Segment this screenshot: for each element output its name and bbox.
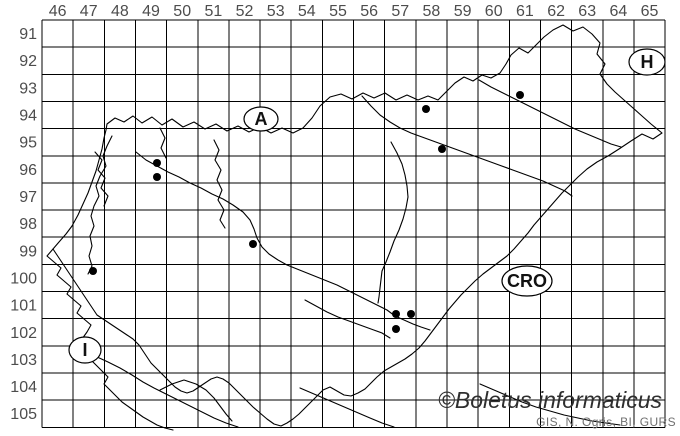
river-savinja bbox=[377, 141, 409, 304]
watermark-text: ©Boletus informaticus bbox=[438, 387, 663, 413]
grid-layer bbox=[41, 19, 666, 428]
x-axis-label: 59 bbox=[454, 3, 472, 20]
y-axis-label: 97 bbox=[19, 189, 37, 206]
y-axis-label: 102 bbox=[10, 325, 37, 342]
occurrence-dot bbox=[438, 145, 446, 153]
y-axis-label: 103 bbox=[10, 352, 37, 369]
country-label: A bbox=[255, 109, 268, 129]
occurrence-dot bbox=[249, 240, 257, 248]
river-soca bbox=[87, 135, 113, 275]
country-label: CRO bbox=[507, 271, 547, 291]
x-axis-label: 65 bbox=[641, 3, 659, 20]
credit-text: GIS, N. Ogris, BI, GURS bbox=[536, 415, 676, 429]
y-axis-label: 93 bbox=[19, 80, 37, 97]
x-axis-label: 58 bbox=[423, 3, 441, 20]
x-axis-label: 49 bbox=[142, 3, 160, 20]
y-axis-label: 98 bbox=[19, 216, 37, 233]
x-axis-label: 51 bbox=[205, 3, 223, 20]
occurrence-dot bbox=[392, 310, 400, 318]
istria-inland-line-2 bbox=[159, 379, 233, 422]
y-axis-label: 105 bbox=[10, 406, 37, 423]
x-axis-label: 63 bbox=[578, 3, 596, 20]
stream-kamnik bbox=[213, 139, 226, 229]
occurrence-dot bbox=[516, 91, 524, 99]
country-ellipse bbox=[243, 106, 279, 132]
istria-coastline bbox=[46, 248, 174, 431]
x-axis-label: 60 bbox=[485, 3, 503, 20]
y-axis-label: 92 bbox=[19, 53, 37, 70]
x-axis-label: 55 bbox=[329, 3, 347, 20]
occurrence-dot bbox=[422, 105, 430, 113]
croatia-line-south bbox=[299, 387, 395, 428]
x-axis-label: 52 bbox=[236, 3, 254, 20]
terrain-lines bbox=[46, 24, 663, 431]
x-axis-label: 47 bbox=[80, 3, 98, 20]
country-ellipse bbox=[628, 48, 666, 76]
y-axis-label: 91 bbox=[19, 26, 37, 43]
y-axis-label: 104 bbox=[10, 379, 37, 396]
x-axis-label: 54 bbox=[298, 3, 316, 20]
y-axis-label: 99 bbox=[19, 243, 37, 260]
x-axis-label: 48 bbox=[111, 3, 129, 20]
occurrence-dot bbox=[89, 267, 97, 275]
y-axis-label: 101 bbox=[10, 298, 37, 315]
x-axis-label: 57 bbox=[391, 3, 409, 20]
country-ellipse bbox=[68, 336, 102, 364]
river-drava bbox=[361, 95, 573, 197]
x-axis-label: 46 bbox=[49, 3, 67, 20]
y-axis-label: 94 bbox=[19, 108, 37, 125]
x-axis-label: 50 bbox=[173, 3, 191, 20]
istria-inland-line-1 bbox=[94, 355, 239, 428]
x-axis-label: 64 bbox=[610, 3, 628, 20]
y-axis-label: 100 bbox=[10, 271, 37, 288]
y-axis-label: 95 bbox=[19, 135, 37, 152]
occurrence-dot bbox=[153, 173, 161, 181]
croatia-line-southeast bbox=[479, 383, 621, 426]
country-ellipse bbox=[501, 265, 553, 297]
slovenia-border bbox=[52, 24, 663, 427]
country-label: H bbox=[641, 52, 654, 72]
occurrence-dot bbox=[153, 159, 161, 167]
occurrence-dot bbox=[392, 325, 400, 333]
x-axis-label: 62 bbox=[547, 3, 565, 20]
stream-karavanke bbox=[159, 127, 167, 159]
occurrence-layer: A H CRO I bbox=[68, 48, 666, 364]
stream-idrijca bbox=[94, 151, 109, 207]
axis-labels: 46 47 48 49 50 51 52 53 54 55 56 57 58 59 60 61 62 63 64 65… bbox=[10, 3, 658, 423]
x-axis-label: 56 bbox=[360, 3, 378, 20]
x-axis-label: 53 bbox=[267, 3, 285, 20]
occurrence-dot bbox=[407, 310, 415, 318]
y-axis-label: 96 bbox=[19, 162, 37, 179]
x-axis-label: 61 bbox=[516, 3, 534, 20]
river-krka bbox=[304, 299, 391, 339]
country-label: I bbox=[82, 340, 87, 360]
river-sava bbox=[135, 151, 431, 331]
river-mura bbox=[478, 79, 622, 148]
